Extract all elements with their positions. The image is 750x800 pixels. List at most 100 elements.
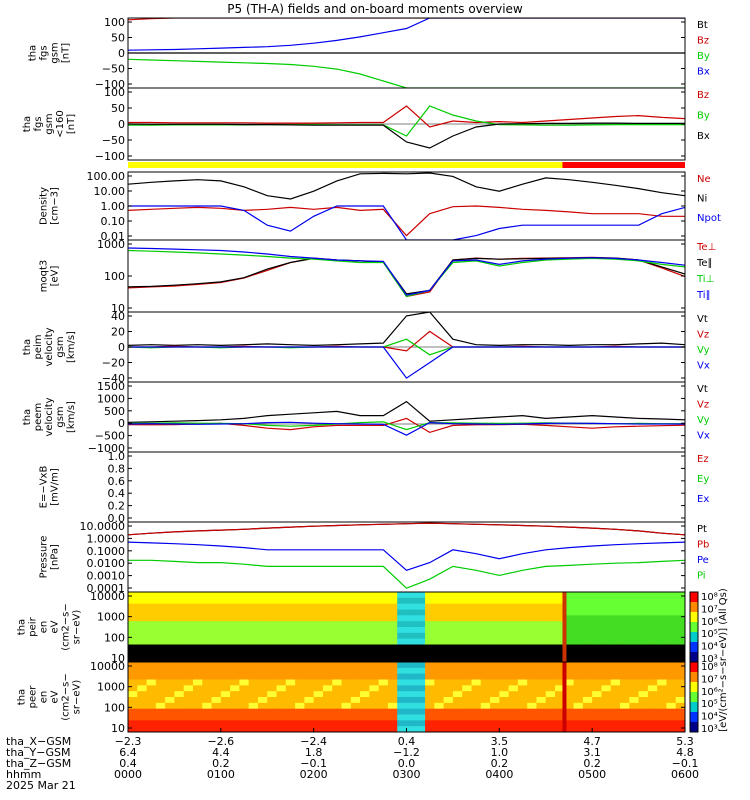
spectro-cell (517, 673, 528, 681)
spectro-cell (322, 603, 333, 611)
spectro-cell (517, 667, 528, 675)
spectro-cell (230, 702, 240, 710)
spectro-cell (675, 656, 685, 662)
spectro-cell (220, 597, 231, 605)
spectro-cell (360, 673, 370, 681)
spectro-cell (202, 638, 213, 646)
spectro-cell (657, 603, 668, 611)
spectro-cell (647, 656, 658, 662)
spectro-cell (629, 656, 640, 662)
spectro-cell (369, 632, 380, 640)
spectro-cell (610, 697, 621, 704)
series-group-fgs-gsm-lp (128, 105, 685, 149)
spectro-cell (620, 708, 630, 716)
spectro-cell (230, 708, 240, 716)
spectro-cell (192, 621, 203, 628)
spectro-cell (230, 638, 240, 646)
spectro-cell (397, 638, 408, 646)
spectro-cell (601, 691, 612, 698)
xtick-label: 0.2 (212, 757, 230, 770)
spectro-cell (285, 638, 296, 646)
ytick-label: 500 (104, 405, 125, 418)
spectro-cell (490, 644, 500, 651)
ytick-label: 10000 (90, 660, 125, 673)
spectro-cell (610, 714, 621, 721)
spectro-cell (490, 621, 500, 628)
xtick-label: 0500 (578, 768, 606, 781)
xtick-label: 6.4 (119, 746, 137, 759)
spectro-cell (675, 644, 685, 651)
spectro-cell (304, 673, 315, 681)
spectro-cell (573, 644, 584, 651)
spectro-cell (406, 592, 417, 599)
colorbar-tick: 10³ (701, 724, 718, 735)
spectro-cell (675, 627, 685, 634)
xtick-label: 0.2 (491, 757, 509, 770)
spectro-cell (480, 714, 491, 721)
spectro-cell (360, 638, 370, 646)
spectro-cell (341, 673, 352, 681)
spectro-cell (360, 685, 370, 692)
spectro-cell (248, 726, 259, 732)
spectro-cell (647, 697, 658, 704)
spectro-cell (592, 603, 603, 611)
spectro-cell (202, 697, 213, 704)
spectro-cell (592, 632, 603, 640)
spectro-cell (332, 603, 343, 611)
spectro-cell (452, 714, 463, 721)
spectro-cell (425, 592, 435, 599)
spectro-cell (582, 650, 593, 657)
spectro-cell (657, 592, 668, 599)
spectro-cell (527, 697, 538, 704)
spectro-cell (155, 673, 166, 681)
spectro-cell (239, 691, 250, 698)
spectro-cell (397, 644, 408, 651)
series-line-Npot (128, 205, 685, 240)
spectro-cell (248, 662, 259, 669)
ytick-label: 1000 (97, 238, 125, 251)
spectro-cell (239, 638, 250, 646)
spectro-cell (657, 621, 668, 628)
spectro-cell (202, 708, 213, 716)
spectro-cell (165, 697, 176, 704)
spectro-cell (174, 597, 185, 605)
spectro-cell (369, 592, 380, 599)
spectro-cell (304, 691, 315, 698)
spectro-cell (638, 597, 649, 605)
spectro-cell (582, 685, 593, 692)
spectro-cell (629, 673, 640, 681)
spectro-cell (183, 691, 194, 698)
spectro-cell (638, 667, 649, 675)
spectro-cell (666, 667, 677, 675)
spectro-cell (378, 691, 389, 698)
xtick-label: 0.4 (398, 735, 416, 748)
spectro-cell (629, 679, 640, 686)
spectro-cell (257, 702, 268, 710)
spectro-cell (471, 685, 482, 692)
spectro-cell (183, 615, 194, 622)
spectro-cell (452, 667, 463, 675)
spectro-cell (155, 685, 166, 692)
spectro-cell (434, 603, 445, 611)
spectro-cell (165, 667, 176, 675)
spectro-cell (620, 592, 630, 599)
spectro-cell (360, 609, 370, 616)
spectro-cell (257, 667, 268, 675)
spectro-cell (675, 702, 685, 710)
xtick-label: 3.5 (491, 735, 509, 748)
colorbar-tick: 10⁴ (701, 642, 718, 653)
spectro-cell (666, 638, 677, 646)
ytick-label: −100 (95, 150, 125, 163)
spectro-cell (202, 615, 213, 622)
spectro-cell (601, 685, 612, 692)
spectro-cell (146, 632, 157, 640)
spectro-cell (638, 720, 649, 727)
spectro-cell (174, 691, 185, 698)
spectro-cell (387, 662, 398, 669)
spectro-cell (564, 685, 575, 692)
spectro-cell (425, 644, 435, 651)
spectro-cell (610, 603, 621, 611)
spectro-cell (220, 621, 231, 628)
spectro-cell (165, 708, 176, 716)
spectro-cell (267, 632, 278, 640)
